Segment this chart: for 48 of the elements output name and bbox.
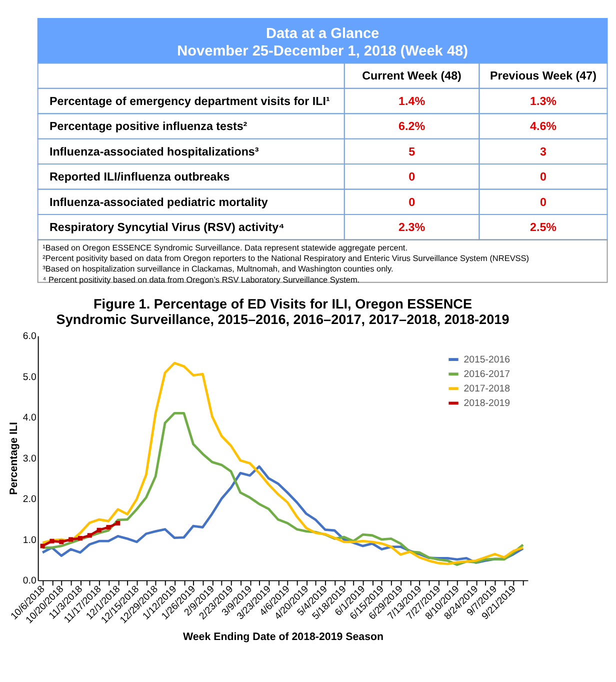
text: Previous Week (47) <box>490 70 597 83</box>
point <box>40 544 45 548</box>
line-series <box>41 412 524 566</box>
point <box>50 538 54 544</box>
category-label: Influenza-associated hospitalizations³ <box>49 145 259 158</box>
y-tick-label: 4.0 <box>22 412 37 424</box>
point <box>106 524 111 530</box>
data-label: 0 <box>408 196 416 209</box>
legend-label: 2015-2016 <box>464 354 510 366</box>
text: Data at a Glance <box>266 26 380 42</box>
point <box>68 537 74 542</box>
chart-title: Figure 1. Percentage of ED Visits for ILI, Oregon ESSENCE Syndromic Surveillance, 2015–2016, 2016–2017, 2017–2018, 2018-2019 <box>56 296 510 328</box>
y-tick-label: 0.0 <box>22 576 37 587</box>
point <box>78 536 82 541</box>
data-label: 2.3% <box>398 220 426 234</box>
legend-label: 2017-2018 <box>464 384 510 395</box>
data-label: 6.2% <box>398 120 426 134</box>
y-tick-label: 5.0 <box>22 372 37 383</box>
category-label: Reported ILI/influenza outbreaks <box>49 170 230 184</box>
category-label: Percentage of emergency department visits for ILI¹ <box>49 94 330 108</box>
line-series <box>41 465 524 564</box>
category-label: Percentage positive influenza tests² <box>49 120 248 134</box>
data-label: 5 <box>408 145 416 158</box>
y-axis-title: Percentage ILI <box>8 422 20 495</box>
data-label: 0 <box>408 170 416 184</box>
point <box>96 528 102 532</box>
data-label: 3 <box>540 145 548 158</box>
line-series <box>41 362 524 566</box>
category-label: Influenza-associated pediatric mortality <box>49 196 268 209</box>
point <box>116 520 120 526</box>
data-label: 4.6% <box>530 120 558 134</box>
y-tick-label: 2.0 <box>22 494 37 506</box>
point <box>87 533 92 538</box>
text: November 25-December 1, 2018 (Week 48) <box>177 43 468 60</box>
y-tick-label: 1.0 <box>22 534 37 546</box>
point <box>59 540 64 544</box>
legend-label: 2016-2017 <box>464 368 510 380</box>
x-axis-title: Week Ending Date of 2018-2019 Season <box>182 630 384 643</box>
y-tick-label: 3.0 <box>22 453 37 464</box>
data-label: 1.3% <box>530 94 558 108</box>
text: Current Week (48) <box>362 70 462 83</box>
legend-label: 2018-2019 <box>464 398 510 410</box>
data-label: 1.4% <box>398 94 426 108</box>
data-label: 2.5% <box>530 220 558 234</box>
y-tick-label: 6.0 <box>22 331 37 342</box>
data-label: 0 <box>540 170 546 184</box>
data-label: 0 <box>540 196 546 209</box>
category-label: Respiratory Syncytial Virus (RSV) activity⁴ <box>49 220 285 234</box>
